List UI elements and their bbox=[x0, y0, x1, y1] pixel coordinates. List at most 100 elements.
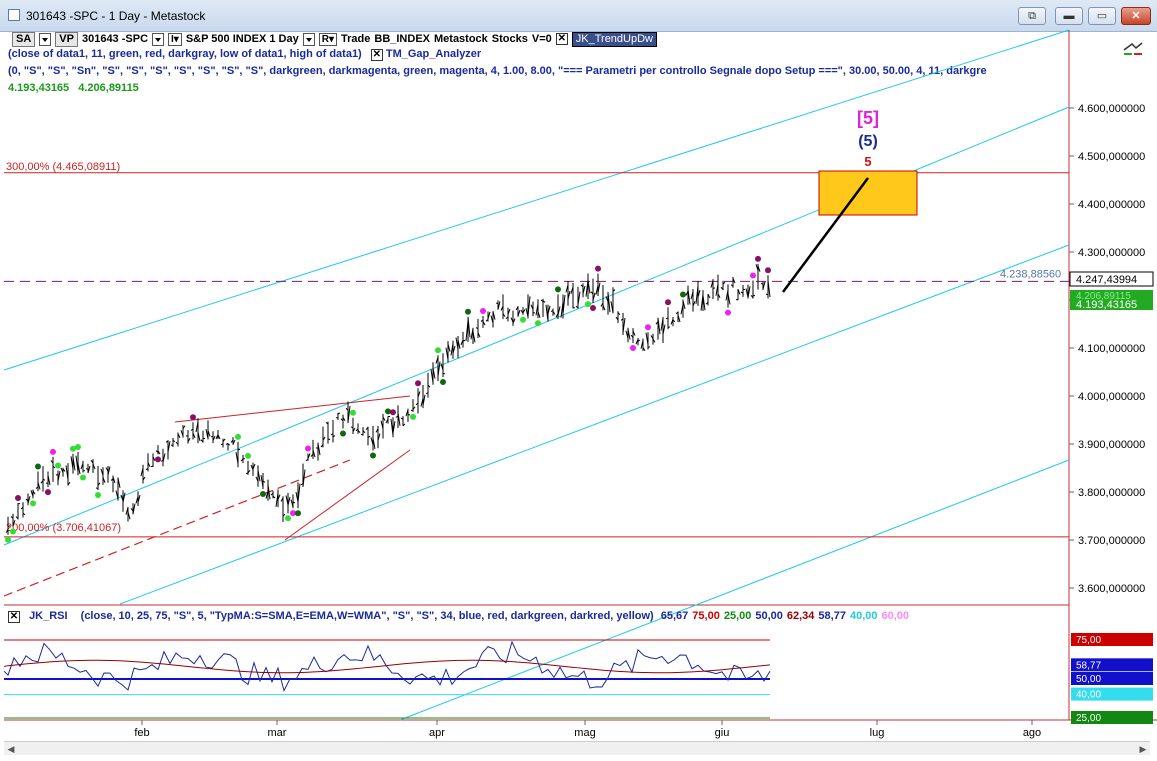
signal-dot bbox=[440, 379, 446, 386]
signal-dot bbox=[390, 409, 396, 416]
price-bar-open bbox=[405, 409, 409, 417]
trade-label: Trade bbox=[341, 33, 371, 45]
price-bar-open bbox=[525, 307, 529, 317]
signal-dot bbox=[55, 462, 61, 469]
price-bar-open bbox=[65, 465, 69, 480]
signal-dot bbox=[645, 324, 651, 331]
tile-button[interactable]: ⧉ bbox=[1018, 7, 1046, 25]
price-bar-close bbox=[287, 496, 291, 506]
price-bar-open bbox=[480, 319, 484, 322]
price-bar-open bbox=[665, 317, 669, 320]
channel-line bbox=[119, 244, 1070, 605]
rsi-value: 25,00 bbox=[723, 610, 752, 622]
price-bar-close bbox=[522, 309, 526, 314]
projection-line bbox=[781, 177, 870, 293]
close-button[interactable]: ✕ bbox=[1121, 7, 1151, 25]
fib-200-label: 200,00% (3.706,41067) bbox=[6, 522, 121, 534]
signal-dot bbox=[465, 308, 471, 315]
price-bar-close bbox=[322, 436, 326, 441]
r-selector[interactable]: R▾ bbox=[318, 32, 338, 46]
vp-button[interactable]: VP bbox=[55, 31, 78, 47]
price-bar-open bbox=[505, 316, 509, 320]
price-bar-close bbox=[162, 453, 166, 463]
price-bar-open bbox=[460, 339, 464, 346]
price-bar-open bbox=[115, 490, 119, 500]
price-bar-open bbox=[540, 299, 544, 302]
arrows-icon[interactable] bbox=[1123, 42, 1143, 55]
price-bar-open bbox=[615, 316, 619, 321]
remove-indicator-icon[interactable]: ✕ bbox=[555, 33, 568, 45]
price-bar-close bbox=[497, 301, 501, 310]
price-bar-close bbox=[57, 471, 61, 482]
signal-dot bbox=[30, 500, 36, 507]
price-tick-label: 3.600,000000 bbox=[1078, 583, 1145, 595]
price-tick-label: 4.400,000000 bbox=[1078, 199, 1145, 211]
price-bar-open bbox=[360, 433, 364, 436]
price-bar-close bbox=[487, 311, 491, 319]
price-bar-close bbox=[677, 314, 681, 323]
price-bar-open bbox=[605, 296, 609, 303]
price-bar-open bbox=[720, 286, 724, 290]
rsi-axis-box bbox=[1071, 633, 1153, 646]
price-bar-open bbox=[550, 309, 554, 313]
price-tick-label: 4.200,000000 bbox=[1078, 295, 1145, 307]
price-bar-open bbox=[565, 284, 569, 293]
price-bar-open bbox=[245, 472, 249, 475]
sa-button[interactable]: SA bbox=[12, 31, 36, 47]
interval-selector[interactable]: I▾ bbox=[168, 32, 182, 46]
price-bar-open bbox=[140, 467, 144, 477]
green-price-box bbox=[1070, 290, 1153, 310]
price-bar-close bbox=[327, 438, 331, 441]
price-bar-open bbox=[745, 288, 749, 298]
price-bar-open bbox=[195, 421, 199, 433]
price-bar-open bbox=[25, 498, 29, 502]
price-bar-open bbox=[630, 334, 634, 338]
price-bar-open bbox=[235, 452, 239, 464]
price-bar-close bbox=[67, 481, 71, 486]
signal-dot bbox=[80, 474, 86, 481]
sa-dropdown[interactable] bbox=[39, 32, 52, 46]
price-bar-open bbox=[355, 428, 359, 432]
wedge-upper-line bbox=[174, 395, 411, 423]
signal-dot bbox=[750, 272, 756, 279]
price-bar-open bbox=[60, 467, 64, 473]
remove-gap-analyzer-icon[interactable]: ✕ bbox=[370, 49, 383, 61]
price-bar-open bbox=[190, 428, 194, 431]
indicator-tag[interactable]: JK_TrendUpDw bbox=[571, 31, 657, 47]
price-bar-open bbox=[250, 464, 254, 470]
signal-dot bbox=[410, 413, 416, 420]
price-bar-close bbox=[662, 324, 666, 335]
rsi-value: 75,00 bbox=[692, 610, 720, 622]
price-bar-close bbox=[517, 309, 521, 317]
minimize-button[interactable]: ▬ bbox=[1055, 7, 1083, 25]
symbol-dropdown[interactable] bbox=[152, 32, 165, 46]
green-price-label: 4.193,43165 bbox=[1076, 299, 1137, 311]
price-bar-close bbox=[7, 525, 11, 528]
price-bar-close bbox=[412, 406, 416, 410]
price-bar-close bbox=[492, 311, 496, 320]
price-bar-open bbox=[165, 440, 169, 443]
instrument-dropdown[interactable] bbox=[302, 32, 315, 46]
price-bar-open bbox=[685, 290, 689, 296]
price-bar-close bbox=[452, 345, 456, 354]
price-bar-open bbox=[590, 291, 594, 295]
price-bar-open bbox=[640, 340, 644, 349]
price-bar-open bbox=[130, 508, 134, 512]
price-bar-close bbox=[22, 512, 26, 516]
price-tick-label: 3.700,000000 bbox=[1078, 535, 1145, 547]
price-bar-close bbox=[42, 478, 46, 481]
price-bar-open bbox=[125, 507, 129, 515]
price-bar-close bbox=[252, 463, 256, 470]
price-tick-label: 4.600,000000 bbox=[1078, 103, 1145, 115]
price-bar-close bbox=[192, 432, 196, 439]
price-bar-open bbox=[680, 304, 684, 315]
signal-dot bbox=[45, 489, 51, 496]
horizontal-scrollbar[interactable]: ◀ ▶ bbox=[4, 741, 1150, 755]
price-bar-open bbox=[105, 467, 109, 472]
scroll-left-icon[interactable]: ◀ bbox=[7, 744, 15, 754]
remove-rsi-icon[interactable]: ✕ bbox=[8, 611, 20, 623]
scroll-right-icon[interactable]: ▶ bbox=[1139, 744, 1147, 754]
price-bar-open bbox=[715, 283, 719, 296]
restore-button[interactable]: ▭ bbox=[1088, 7, 1116, 25]
